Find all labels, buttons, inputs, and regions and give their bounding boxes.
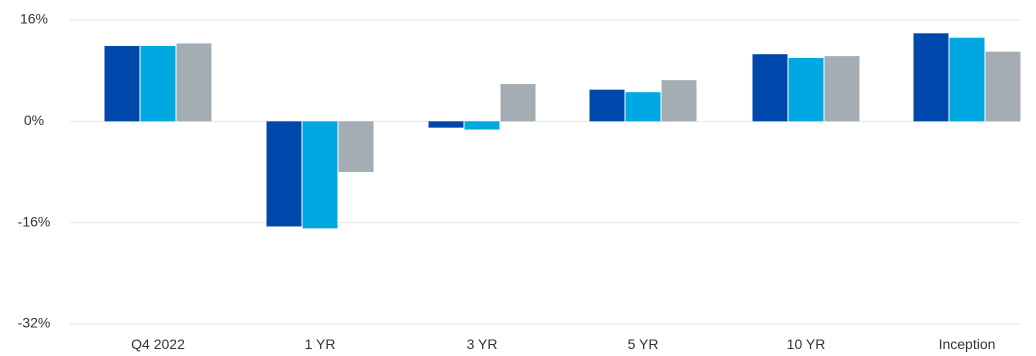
bar bbox=[788, 58, 824, 122]
x-tick-label: 1 YR bbox=[305, 336, 336, 352]
bar bbox=[824, 56, 860, 122]
bar bbox=[464, 121, 500, 130]
x-tick-label: 10 YR bbox=[787, 336, 826, 352]
bar bbox=[104, 45, 140, 122]
bar bbox=[266, 121, 302, 227]
bar bbox=[338, 121, 374, 172]
bar bbox=[500, 83, 536, 122]
y-axis-tick-labels: 16% 0% -16% -32% bbox=[18, 11, 51, 331]
x-axis-category-labels: Q4 2022 1 YR 3 YR 5 YR 10 YR Inception bbox=[131, 336, 995, 352]
bar bbox=[589, 89, 625, 122]
bar bbox=[752, 54, 788, 122]
x-tick-label: 5 YR bbox=[628, 336, 659, 352]
y-tick-label: 16% bbox=[20, 11, 48, 27]
bar bbox=[949, 37, 985, 122]
y-tick-label: -32% bbox=[18, 315, 51, 331]
bar bbox=[625, 92, 661, 122]
x-tick-label: 3 YR bbox=[467, 336, 498, 352]
bars bbox=[104, 33, 1021, 229]
bar bbox=[913, 33, 949, 122]
bar bbox=[140, 45, 176, 122]
y-tick-label: -16% bbox=[18, 213, 51, 229]
x-tick-label: Inception bbox=[939, 336, 996, 352]
bar bbox=[176, 43, 212, 122]
bar bbox=[302, 121, 338, 229]
bar bbox=[661, 80, 697, 122]
y-tick-label: 0% bbox=[24, 112, 44, 128]
gridlines bbox=[70, 19, 1020, 325]
bar bbox=[985, 51, 1021, 122]
bar bbox=[428, 121, 464, 128]
x-tick-label: Q4 2022 bbox=[131, 336, 185, 352]
